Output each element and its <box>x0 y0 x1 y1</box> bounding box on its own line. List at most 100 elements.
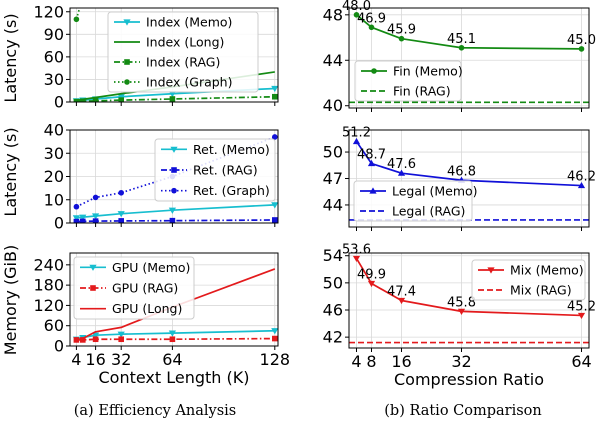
series-line-ret-rag- <box>76 219 275 223</box>
legend-entry: Legal (Memo) <box>392 184 478 199</box>
data-label: 45.0 <box>567 33 596 48</box>
data-label: 45.9 <box>387 23 416 38</box>
x-tick-label: 16 <box>85 350 105 369</box>
data-point <box>271 328 278 335</box>
data-point <box>352 137 361 145</box>
y-axis-label: Memory (GiB) <box>1 245 20 355</box>
y-tick-label: 0 <box>54 214 64 233</box>
legend-entry: Index (Long) <box>146 35 224 50</box>
y-tick-label: 90 <box>44 25 64 44</box>
data-point <box>168 207 176 214</box>
legend-marker <box>171 187 177 194</box>
y-tick-label: 50 <box>323 273 343 292</box>
y-tick-label: 42 <box>323 328 343 347</box>
plot-area <box>349 12 589 104</box>
y-tick-label: 120 <box>33 2 64 21</box>
x-tick-label: 64 <box>162 350 182 369</box>
legend-entry: Index (Graph) <box>146 75 232 90</box>
data-point <box>80 337 86 343</box>
data-point <box>92 194 99 201</box>
series-line-ret-memo- <box>76 204 275 219</box>
data-point <box>118 189 124 196</box>
legend-marker <box>487 267 495 274</box>
legend: Fin (Memo) Fin (RAG) <box>354 60 463 102</box>
legend: Index (Memo) Index (Long) Index (RAG) Index… <box>107 11 259 93</box>
data-point <box>367 280 376 288</box>
data-point <box>118 218 124 223</box>
data-point <box>92 213 100 220</box>
data-point <box>79 214 87 221</box>
data-label: 47.4 <box>387 285 416 300</box>
data-point <box>578 46 585 52</box>
legend-marker <box>170 146 178 153</box>
data-label: 53.6 <box>342 242 371 257</box>
data-label: 45.1 <box>447 32 476 47</box>
legend-marker <box>171 167 177 173</box>
y-tick-label: 10 <box>44 190 64 209</box>
data-label: 45.8 <box>447 295 476 310</box>
data-label: 48.7 <box>357 148 386 163</box>
legend-entry: Ret. (Memo) <box>193 142 270 157</box>
legend: Legal (Memo) Legal (RAG) <box>353 180 478 222</box>
legend-entry: GPU (Memo) <box>112 260 190 275</box>
y-tick-label: 30 <box>44 70 64 89</box>
data-point <box>92 336 99 343</box>
data-point <box>271 202 278 209</box>
legend-entry: GPU (Long) <box>112 301 182 316</box>
y-tick-label: 120 <box>33 296 64 315</box>
x-tick-label: 32 <box>111 350 131 369</box>
legend-entry: Legal (RAG) <box>392 204 465 219</box>
data-label: 46.2 <box>567 170 596 185</box>
data-point <box>117 94 125 101</box>
y-tick-label: 0 <box>54 337 64 356</box>
data-point <box>457 308 466 315</box>
data-point <box>397 169 406 176</box>
chart-panel-retrieval_latency: 0 10 20 30 40 Latency (s) Ret. (Memo) Ret. (RAG… <box>1 121 279 233</box>
data-point <box>368 24 375 31</box>
series-line-gpu-memo- <box>76 329 275 341</box>
x-tick-label: 128 <box>260 350 291 369</box>
data-label: 49.9 <box>357 268 386 283</box>
y-tick-label: 60 <box>44 47 64 66</box>
legend-box <box>154 138 276 202</box>
y-tick-label: 47 <box>323 169 343 188</box>
legend-marker <box>369 187 377 194</box>
x-tick-label: 64 <box>571 352 591 371</box>
y-tick-label: 60 <box>44 316 64 335</box>
y-tick-label: 44 <box>323 51 343 70</box>
data-point <box>80 98 86 102</box>
data-point <box>272 134 278 140</box>
y-tick-label: 50 <box>323 143 343 162</box>
y-tick-label: 54 <box>323 246 343 265</box>
axes-frame <box>348 252 590 349</box>
data-point <box>367 159 376 167</box>
data-point <box>73 218 80 223</box>
legend-box <box>107 11 259 93</box>
data-point <box>169 217 176 223</box>
legend: Mix (Memo) Mix (RAG) <box>471 259 586 301</box>
x-axis-label: Context Length (K) <box>98 368 249 387</box>
data-point <box>458 44 465 51</box>
data-point <box>118 336 124 343</box>
legend-entry: Index (RAG) <box>146 55 220 70</box>
legend-marker <box>123 19 131 26</box>
data-point <box>73 337 80 343</box>
data-point <box>72 215 80 222</box>
legend-entry: Ret. (RAG) <box>193 163 258 178</box>
x-tick-label: 32 <box>451 352 471 371</box>
y-tick-label: 180 <box>33 276 64 295</box>
x-tick-label: 8 <box>366 352 376 371</box>
x-tick-label: 4 <box>71 350 81 369</box>
legend-entry: Ret. (Graph) <box>193 183 270 198</box>
plot-area <box>72 134 278 223</box>
axes-frame <box>348 7 590 109</box>
data-point <box>169 96 176 102</box>
chart-panel-mix: 53.6 49.947.4 45.8 45.2 42 46 50 54 4 8 16 32 64 Comp… <box>323 242 596 389</box>
legend-marker <box>90 285 96 291</box>
legend-entry: Mix (RAG) <box>510 283 572 298</box>
